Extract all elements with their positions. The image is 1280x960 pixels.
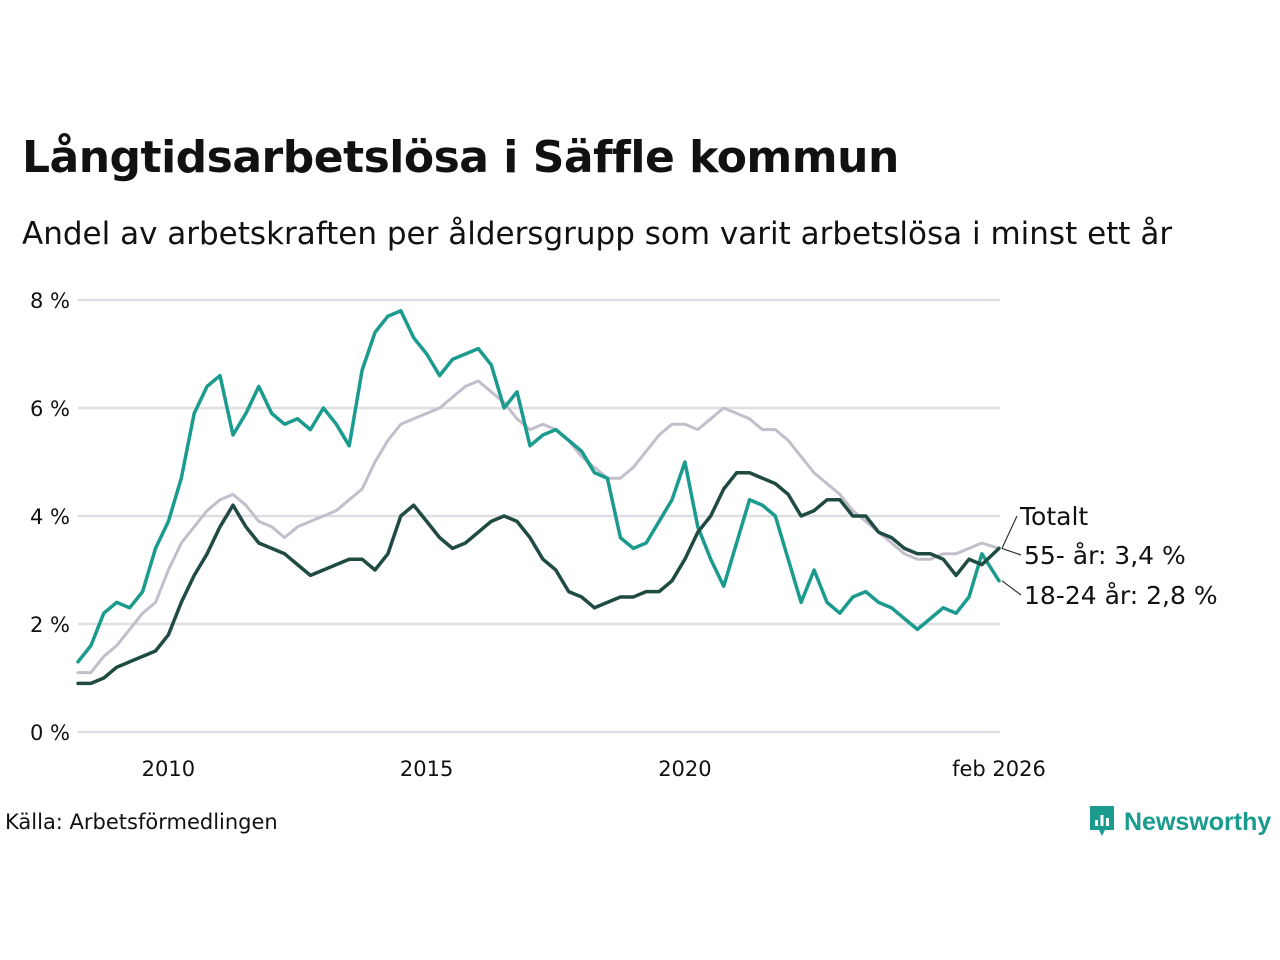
end-labels: Totalt 18-24 år: 2,8 % 55- år: 3,4 % (1001, 502, 1218, 610)
newsworthy-logo: Newsworthy (1088, 804, 1271, 840)
series-end-label: Totalt (1019, 502, 1088, 531)
y-tick-label: 6 % (30, 397, 70, 421)
y-tick-label: 2 % (30, 613, 70, 637)
y-tick-label: 0 % (30, 721, 70, 745)
x-tick-label: 2010 (142, 757, 195, 781)
series-line-1 (76, 309, 1001, 664)
page-subtitle: Andel av arbetskraften per åldersgrupp s… (22, 216, 1173, 252)
series-end-label: 55- år: 3,4 % (1024, 541, 1186, 570)
newsworthy-logo-icon (1090, 806, 1114, 836)
y-axis-labels: 0 % 2 % 4 % 6 % 8 % (30, 289, 70, 745)
label-leader (1001, 547, 1022, 556)
series-end-label: 18-24 år: 2,8 % (1024, 581, 1218, 610)
series-lines (76, 309, 1001, 686)
x-tick-label: 2015 (400, 757, 453, 781)
label-leader (1001, 580, 1022, 596)
y-tick-label: 8 % (30, 289, 70, 313)
grid (78, 298, 1000, 734)
newsworthy-logo-text: Newsworthy (1124, 807, 1272, 836)
x-tick-label: 2020 (658, 757, 711, 781)
x-tick-label: feb 2026 (952, 757, 1046, 781)
label-leader (1001, 515, 1018, 549)
y-tick-label: 4 % (30, 505, 70, 529)
x-axis-labels: 2010 2015 2020 feb 2026 (142, 757, 1046, 781)
series-line-2 (76, 471, 1001, 686)
source-note: Källa: Arbetsförmedlingen (5, 810, 278, 834)
page-title: Långtidsarbetslösa i Säffle kommun (22, 132, 899, 183)
series-line-0 (76, 379, 1001, 675)
